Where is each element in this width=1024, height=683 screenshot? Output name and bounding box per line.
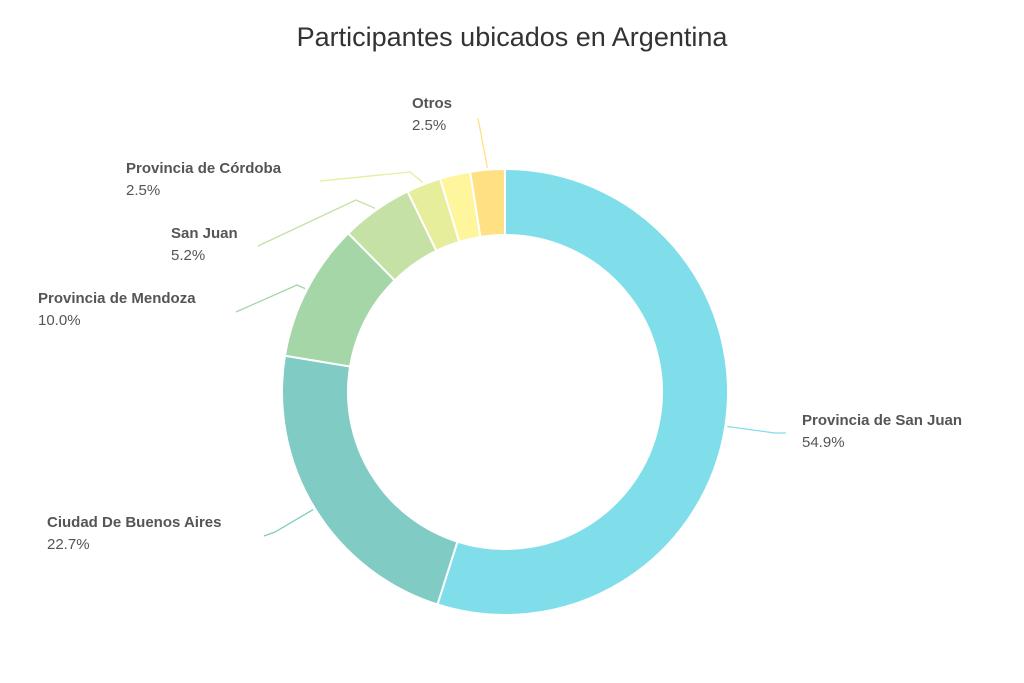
slice-otros[interactable]	[468, 167, 506, 239]
slice-provincia-de-san-juan[interactable]	[436, 167, 729, 616]
slice-ciudad-de-buenos-aires[interactable]	[281, 354, 459, 606]
connector-provincia-de-cordoba	[319, 171, 424, 184]
connector-provincia-de-mendoza	[235, 284, 306, 313]
label-ciudad-de-buenos-aires: Ciudad De Buenos Aires	[47, 514, 221, 531]
chart-title: Participantes ubicados en Argentina	[296, 22, 728, 52]
value-provincia-de-san-juan: 54.9%	[802, 434, 845, 451]
label-provincia-de-san-juan: Provincia de San Juan	[802, 412, 962, 429]
connector-san-juan	[257, 199, 376, 247]
value-provincia-de-cordoba: 2.5%	[126, 182, 160, 199]
value-otros: 2.5%	[412, 117, 446, 134]
connector-otros	[477, 117, 488, 168]
value-provincia-de-mendoza: 10.0%	[38, 312, 81, 329]
label-otros: Otros	[412, 95, 452, 112]
label-provincia-de-mendoza: Provincia de Mendoza	[38, 290, 196, 307]
connector-ciudad-de-buenos-aires	[263, 509, 314, 537]
label-san-juan: San Juan	[171, 225, 238, 242]
value-ciudad-de-buenos-aires: 22.7%	[47, 536, 90, 553]
value-san-juan: 5.2%	[171, 247, 205, 264]
label-provincia-de-cordoba: Provincia de Córdoba	[126, 160, 282, 177]
connector-provincia-de-san-juan	[727, 425, 786, 434]
